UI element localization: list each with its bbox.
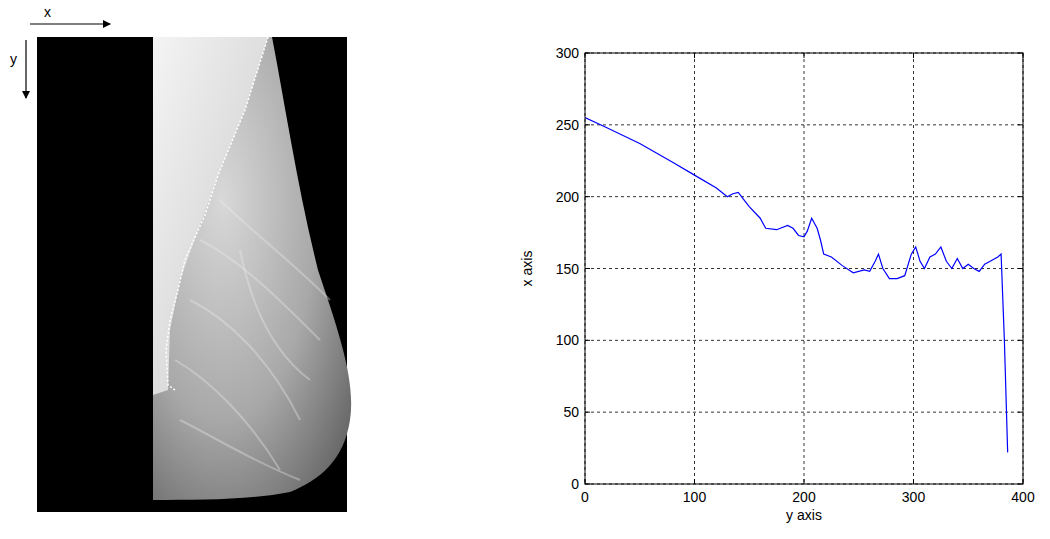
x-axis-title: y axis <box>786 507 822 523</box>
x-tick <box>913 479 914 484</box>
y-tick-label: 200 <box>556 189 580 205</box>
y-tick <box>585 340 590 341</box>
y-tick <box>585 412 590 413</box>
y-axis-title: x axis <box>519 251 535 287</box>
x-tick-label: 300 <box>902 489 926 505</box>
mammogram-image <box>37 37 351 512</box>
y-tick <box>585 124 590 125</box>
x-tick <box>804 53 805 58</box>
tissue-texture <box>175 360 280 470</box>
breast-tissue <box>153 37 351 500</box>
y-tick-label: 300 <box>556 45 580 61</box>
x-tick-label: 400 <box>1011 489 1035 505</box>
x-tick <box>694 53 695 58</box>
plot-frame <box>585 53 1023 484</box>
axes: 0 100 200 300 400 0 50 100 150 200 250 300 <box>556 45 1035 505</box>
tissue-texture <box>190 300 300 420</box>
y-grid-line <box>585 412 1023 413</box>
y-tick <box>585 268 590 269</box>
y-tick-label: 250 <box>556 117 580 133</box>
y-tick-label: 0 <box>571 476 579 492</box>
y-grid-line <box>585 340 1023 341</box>
figure: x y 0 100 200 300 400 0 50 100 150 200 250 300 y axis x… <box>0 0 1050 539</box>
x-arrow <box>30 23 110 24</box>
y-tick <box>1018 412 1023 413</box>
plot-area <box>585 53 1023 484</box>
x-tick-label: 0 <box>581 489 589 505</box>
y-arrow <box>25 40 26 98</box>
tissue-texture <box>240 250 310 380</box>
y-tick <box>1018 196 1023 197</box>
data-layer <box>585 118 1008 453</box>
y-grid-line <box>585 124 1023 125</box>
x-tick <box>694 479 695 484</box>
pectoral-boundary <box>166 37 268 390</box>
x-tick-label: 100 <box>683 489 707 505</box>
y-tick <box>1018 340 1023 341</box>
pectoral-muscle <box>153 37 268 395</box>
y-tick-label: 50 <box>563 404 579 420</box>
y-tick <box>585 196 590 197</box>
y-tick <box>1018 268 1023 269</box>
x-tick <box>804 479 805 484</box>
y-grid-line <box>585 196 1023 197</box>
y-grid-line <box>585 268 1023 269</box>
y-tick-label: 150 <box>556 261 580 277</box>
x-tick <box>913 53 914 58</box>
tissue-texture <box>200 240 320 340</box>
x-tick-label: 200 <box>792 489 816 505</box>
tissue-texture <box>180 420 300 480</box>
y-tick-label: 100 <box>556 332 580 348</box>
y-tick <box>1018 124 1023 125</box>
y-arrow-label: y <box>10 51 17 67</box>
x-grid-line <box>913 53 914 484</box>
data-line <box>585 118 1008 453</box>
tissue-texture <box>220 200 330 300</box>
x-arrow-label: x <box>44 4 51 20</box>
